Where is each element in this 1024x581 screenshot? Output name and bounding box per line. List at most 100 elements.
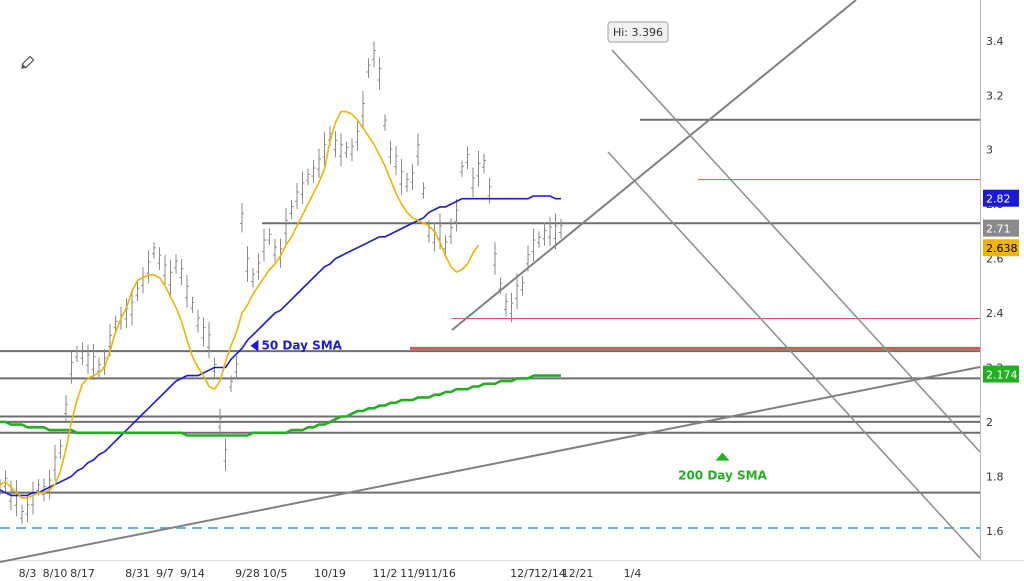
price-bar bbox=[262, 228, 266, 262]
price-bar bbox=[350, 138, 354, 162]
y-tick-label: 2.4 bbox=[986, 307, 1004, 320]
value-badge-label: 2.638 bbox=[986, 242, 1018, 255]
price-bar bbox=[498, 277, 503, 294]
sma50-marker-icon bbox=[250, 339, 259, 352]
price-bar bbox=[196, 309, 200, 333]
y-tick-label: 3.4 bbox=[986, 35, 1004, 48]
price-bar bbox=[201, 317, 206, 347]
x-tick-label: 1/4 bbox=[624, 567, 642, 580]
falling-channel-lower bbox=[607, 151, 981, 559]
y-tick-label: 1.6 bbox=[986, 525, 1004, 538]
price-bar bbox=[377, 57, 382, 90]
price-bar bbox=[130, 289, 134, 326]
price-bar bbox=[141, 267, 145, 294]
price-bar bbox=[537, 231, 541, 248]
price-bar bbox=[432, 222, 437, 252]
value-badge bbox=[983, 365, 1019, 383]
sma200-label: 200 Day SMA bbox=[678, 469, 768, 483]
price-bar bbox=[526, 245, 530, 272]
uptrend-line bbox=[0, 366, 981, 563]
value-badge bbox=[983, 219, 1019, 237]
price-bar bbox=[322, 131, 327, 168]
price-bar bbox=[520, 276, 525, 296]
rising-channel-line bbox=[451, 0, 857, 331]
falling-channel-upper bbox=[611, 49, 981, 453]
x-tick-label: 10/19 bbox=[314, 567, 346, 580]
price-bar bbox=[69, 351, 74, 384]
price-bar bbox=[388, 140, 393, 164]
price-bar bbox=[366, 58, 371, 78]
price-bar bbox=[245, 246, 250, 282]
x-tick-label: 12/14 bbox=[534, 567, 566, 580]
price-bar bbox=[361, 90, 365, 127]
value-badge-label: 2.71 bbox=[986, 223, 1011, 236]
price-bar bbox=[344, 141, 349, 158]
price-bar bbox=[553, 213, 558, 250]
y-axis-panel bbox=[980, 0, 1024, 581]
price-bar bbox=[449, 218, 453, 245]
price-bar bbox=[493, 242, 497, 275]
price-bar bbox=[190, 296, 195, 314]
price-bar bbox=[185, 274, 189, 308]
price-bar bbox=[300, 171, 305, 205]
price-bar bbox=[20, 504, 24, 525]
series-line-50-day-sma bbox=[0, 195, 561, 497]
price-bar bbox=[542, 222, 547, 246]
value-badge bbox=[983, 239, 1019, 257]
price-bar bbox=[460, 160, 464, 177]
price-bar bbox=[559, 218, 563, 239]
price-bar bbox=[75, 345, 79, 363]
x-tick-label: 8/3 bbox=[19, 567, 37, 580]
value-badge-label: 2.174 bbox=[986, 369, 1018, 382]
price-bar bbox=[86, 344, 90, 374]
price-bar bbox=[471, 167, 475, 198]
x-tick-label: 11/2 bbox=[373, 567, 398, 580]
price-bar bbox=[306, 168, 310, 186]
price-bar bbox=[482, 153, 486, 174]
price-bar bbox=[53, 444, 57, 481]
price-bar bbox=[25, 495, 30, 523]
price-bar bbox=[531, 228, 536, 262]
sma50-label: 50 Day SMA bbox=[262, 339, 343, 353]
x-tick-label: 12/7 bbox=[510, 567, 535, 580]
high-callout-box bbox=[607, 21, 669, 43]
price-bar bbox=[383, 114, 387, 131]
series-line-200-day-sma bbox=[0, 374, 561, 437]
price-bar bbox=[399, 158, 404, 195]
price-bar bbox=[394, 145, 398, 176]
y-tick-label: 2 bbox=[986, 416, 993, 429]
price-bar bbox=[47, 469, 52, 500]
x-tick-label: 8/10 bbox=[43, 567, 68, 580]
price-bar bbox=[97, 357, 101, 378]
price-bar bbox=[256, 253, 261, 280]
price-bar bbox=[163, 254, 167, 285]
series-line-short-sma bbox=[0, 110, 480, 499]
price-bar bbox=[273, 238, 277, 262]
x-tick-label: 9/14 bbox=[180, 567, 205, 580]
price-bar bbox=[113, 315, 118, 333]
x-tick-label: 9/28 bbox=[235, 567, 260, 580]
x-tick-label: 9/7 bbox=[156, 567, 174, 580]
price-bar bbox=[234, 356, 239, 379]
x-tick-label: 11/9 bbox=[400, 567, 425, 580]
price-bar bbox=[91, 344, 96, 380]
price-bar bbox=[515, 273, 519, 310]
price-bar bbox=[339, 133, 343, 167]
x-tick-label: 12/21 bbox=[562, 567, 594, 580]
y-tick-label: 1.8 bbox=[986, 470, 1004, 483]
price-bar bbox=[548, 216, 552, 247]
price-bar bbox=[355, 121, 360, 151]
value-badge bbox=[983, 189, 1019, 207]
x-tick-label: 11/16 bbox=[424, 567, 456, 580]
x-tick-label: 8/31 bbox=[125, 567, 150, 580]
price-bar bbox=[223, 438, 228, 471]
price-bar bbox=[207, 322, 211, 359]
price-bar bbox=[80, 342, 85, 366]
pencil-icon[interactable] bbox=[19, 55, 35, 70]
price-bar bbox=[372, 41, 376, 68]
value-badge-label: 2.82 bbox=[986, 193, 1011, 206]
price-bar bbox=[58, 439, 63, 459]
price-bar bbox=[284, 207, 288, 244]
price-bar bbox=[240, 203, 244, 233]
